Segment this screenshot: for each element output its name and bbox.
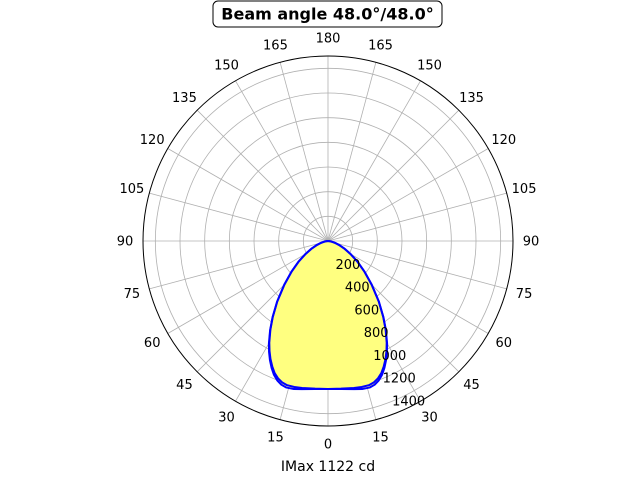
radial-tick-labels: 200 400 600 800 1000 1200 1400 [335,258,425,410]
angle-tick-label: 180 [316,32,341,47]
grid-spoke [279,62,329,242]
grid-spoke [196,109,329,242]
angle-tick-label: 45 [176,378,193,393]
radial-tick-label: 400 [345,281,370,296]
angle-tick-label: 120 [140,133,165,148]
radial-tick-label: 1000 [373,349,406,364]
grid-spoke [327,148,489,242]
angle-tick-label: 90 [523,235,540,250]
angle-tick-label: 105 [512,182,537,197]
grid-spoke [235,80,329,242]
radial-tick-label: 1400 [392,395,425,410]
grid-spoke [327,192,507,242]
angle-tick-label: 90 [117,235,134,250]
grid-spoke [327,80,421,242]
grid-spoke [149,192,329,242]
chart-title: Beam angle 48.0°/48.0° [212,0,443,28]
angle-tick-label: 165 [368,38,393,53]
grid-spoke [327,240,489,334]
grid-spoke [327,109,460,242]
beam-fill-1 [268,241,388,390]
radial-tick-label: 800 [364,326,389,341]
radial-tick-label: 600 [354,303,379,318]
grid-spoke [167,240,329,334]
intensity-series [267,240,389,391]
angle-tick-label: 75 [516,287,533,302]
grid-spoke [149,240,329,290]
angle-tick-label: 60 [496,336,513,351]
beam-fill-area [268,241,388,390]
radial-tick-label: 200 [335,258,360,273]
radial-tick-label: 1200 [383,372,416,387]
grid-spoke [327,240,507,290]
x-axis-label: IMax 1122 cd [281,459,375,475]
polar-frame [142,55,514,427]
angle-tick-label: 30 [218,410,235,425]
angle-tick-label: 45 [463,378,480,393]
angle-tick-label: 165 [263,38,288,53]
chart-title-text: Beam angle 48.0°/48.0° [221,5,433,24]
angle-tick-label: 15 [267,431,284,446]
intensity-curve-1 [267,240,389,391]
angle-tick-label: 15 [372,431,389,446]
grid-spoke [167,148,329,242]
angle-tick-label: 150 [417,59,442,74]
angle-tick-label: 150 [214,59,239,74]
angle-tick-label: 0 [324,438,332,453]
angle-tick-label: 75 [124,287,141,302]
angle-tick-label: 30 [421,410,438,425]
angle-tick-labels: 0 15 30 45 60 75 90 105 120 135 150 165 180 165 150 135… [117,32,540,453]
angle-tick-label: 135 [459,91,484,106]
angle-tick-label: 60 [144,336,161,351]
grid-spoke [327,62,377,242]
angle-tick-label: 105 [120,182,145,197]
grid-ring [154,67,502,415]
angle-tick-label: 120 [491,133,516,148]
angle-tick-label: 135 [172,91,197,106]
